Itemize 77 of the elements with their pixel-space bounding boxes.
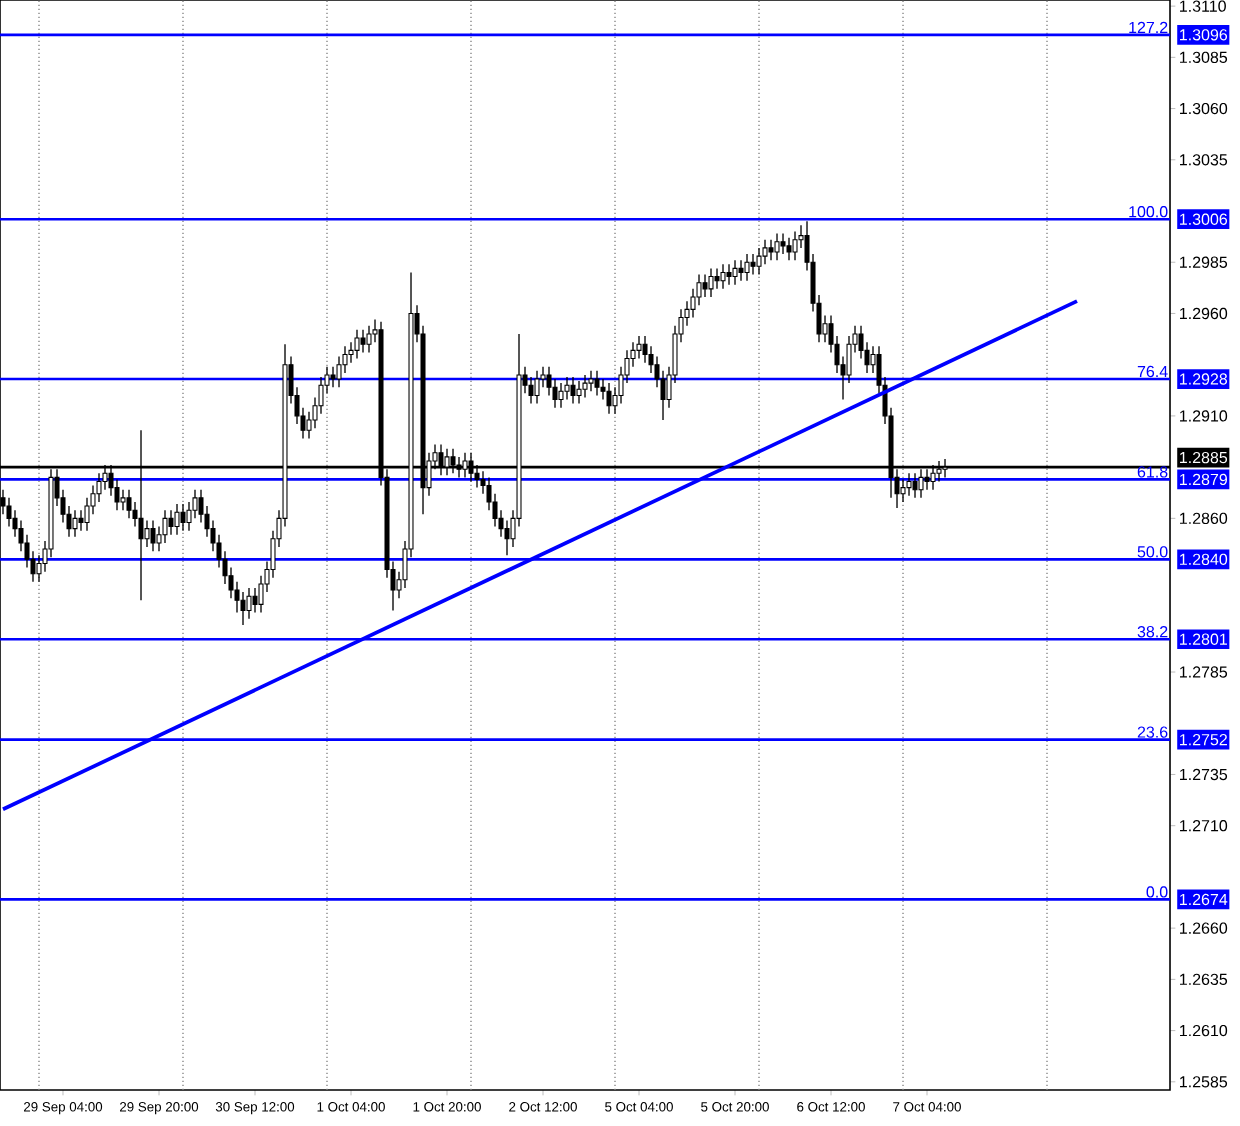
ref-line-label: 1.2674 xyxy=(1180,893,1228,906)
y-tick-label: 1.2860 xyxy=(1180,512,1228,525)
y-tick-label: 1.2660 xyxy=(1180,922,1228,934)
annotation: 38.2 xyxy=(1137,626,1168,638)
ref-line-label: 1.2885 xyxy=(1180,451,1228,464)
candlestick xyxy=(900,478,906,503)
candlestick xyxy=(558,382,564,409)
candlestick xyxy=(354,329,360,360)
candlestick xyxy=(732,259,738,286)
candlestick xyxy=(162,509,168,544)
annotation: 0.0 xyxy=(1146,886,1168,898)
y-tick-label: 1.2610 xyxy=(1180,1024,1228,1037)
candlestick xyxy=(252,587,258,614)
ref-line-label: 1.2840 xyxy=(1180,553,1228,566)
candlestick xyxy=(702,273,708,298)
candlestick xyxy=(150,519,156,552)
candlestick xyxy=(636,335,642,360)
annotation: 76.4 xyxy=(1137,365,1168,378)
y-tick-label: 1.2960 xyxy=(1180,307,1228,320)
candlestick xyxy=(180,503,186,532)
ref-line-label: 1.2801 xyxy=(1180,633,1227,645)
annotation: 61.8 xyxy=(1137,466,1168,478)
annotation: 100.0 xyxy=(1129,206,1168,218)
y-tick-label: 1.3035 xyxy=(1180,154,1228,166)
candlestick xyxy=(756,247,762,276)
candlestick xyxy=(726,263,732,286)
candlestick xyxy=(168,509,174,536)
candlestick xyxy=(570,376,576,405)
candlestick xyxy=(330,366,336,388)
y-tick-label: 1.3110 xyxy=(1180,0,1226,12)
ref-line-label: 1.3006 xyxy=(1180,213,1228,225)
candlestick xyxy=(714,267,720,290)
y-tick-label: 1.2785 xyxy=(1180,666,1228,678)
candlestick xyxy=(126,489,132,520)
candlestick xyxy=(780,232,786,255)
candlestick xyxy=(594,370,600,397)
y-tick-label: 1.2585 xyxy=(1180,1076,1228,1088)
y-tick-label: 1.2985 xyxy=(1180,256,1228,268)
candlestick xyxy=(582,374,588,399)
candlestick xyxy=(72,509,78,538)
candlestick xyxy=(786,236,792,261)
candlestick xyxy=(912,472,918,499)
candlestick xyxy=(534,370,540,405)
candlestick xyxy=(588,370,594,392)
y-tick-label: 1.2635 xyxy=(1180,973,1228,986)
candlestick xyxy=(768,239,774,261)
y-tick-label: 1.2710 xyxy=(1180,820,1228,832)
ref-line-label: 1.3096 xyxy=(1180,29,1228,41)
candlestick xyxy=(360,329,366,354)
candlestick xyxy=(366,325,372,354)
candlestick xyxy=(792,230,798,261)
candlestick xyxy=(750,253,756,276)
candlestick xyxy=(246,587,252,620)
annotation: 127.2 xyxy=(1129,21,1168,33)
candlestick xyxy=(576,380,582,405)
annotation: 50.0 xyxy=(1137,546,1168,558)
ref-line-label: 1.2752 xyxy=(1180,733,1227,746)
candlestick xyxy=(738,259,744,282)
ref-line-label: 1.2928 xyxy=(1180,373,1228,385)
candlestick xyxy=(744,253,750,282)
candlestick xyxy=(174,503,180,536)
candlestick xyxy=(78,509,84,532)
y-tick-label: 1.3085 xyxy=(1180,51,1228,64)
y-tick-label: 1.2735 xyxy=(1180,768,1228,781)
candlestick xyxy=(906,472,912,497)
y-tick-label: 1.2910 xyxy=(1180,410,1228,422)
candlestick xyxy=(708,267,714,298)
y-tick-label: 1.3060 xyxy=(1180,102,1228,115)
candlestick xyxy=(144,519,150,548)
annotation: 23.6 xyxy=(1137,726,1168,738)
candlestick xyxy=(462,452,468,479)
candlestick xyxy=(720,263,726,290)
candlestick xyxy=(606,382,612,415)
candlestick xyxy=(120,489,126,511)
ref-line-label: 1.2879 xyxy=(1180,473,1227,486)
candlestick xyxy=(774,232,780,261)
candlestick xyxy=(564,376,570,401)
